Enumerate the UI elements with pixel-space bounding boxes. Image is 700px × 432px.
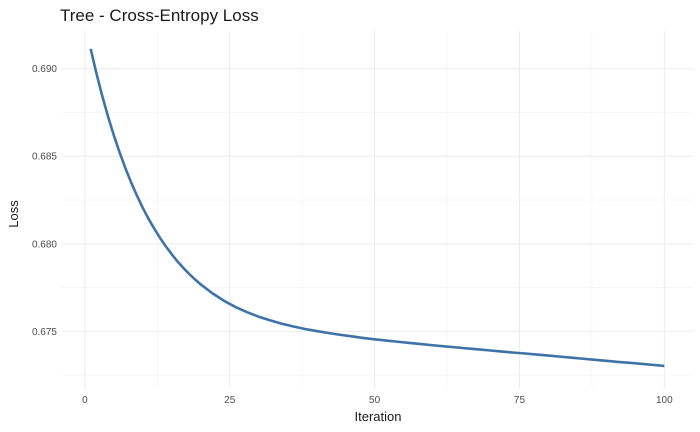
y-tick-label: 0.690 — [32, 64, 57, 75]
x-tick-label: 25 — [224, 395, 236, 406]
x-axis-title: Iteration — [355, 409, 402, 424]
y-axis-title: Loss — [6, 200, 21, 228]
grid-lines — [62, 31, 693, 388]
chart-title: Tree - Cross-Entropy Loss — [60, 6, 259, 25]
x-tick-label: 0 — [82, 395, 88, 406]
x-tick-label: 75 — [514, 395, 526, 406]
y-tick-label: 0.685 — [32, 152, 57, 163]
x-tick-label: 50 — [369, 395, 381, 406]
x-axis-ticks: 0 25 50 75 100 — [82, 395, 673, 406]
y-tick-label: 0.680 — [32, 239, 57, 250]
x-tick-label: 100 — [656, 395, 673, 406]
loss-series-line — [89, 48, 665, 368]
y-tick-label: 0.675 — [32, 327, 57, 338]
y-axis-ticks: 0.675 0.680 0.685 0.690 — [32, 64, 57, 338]
